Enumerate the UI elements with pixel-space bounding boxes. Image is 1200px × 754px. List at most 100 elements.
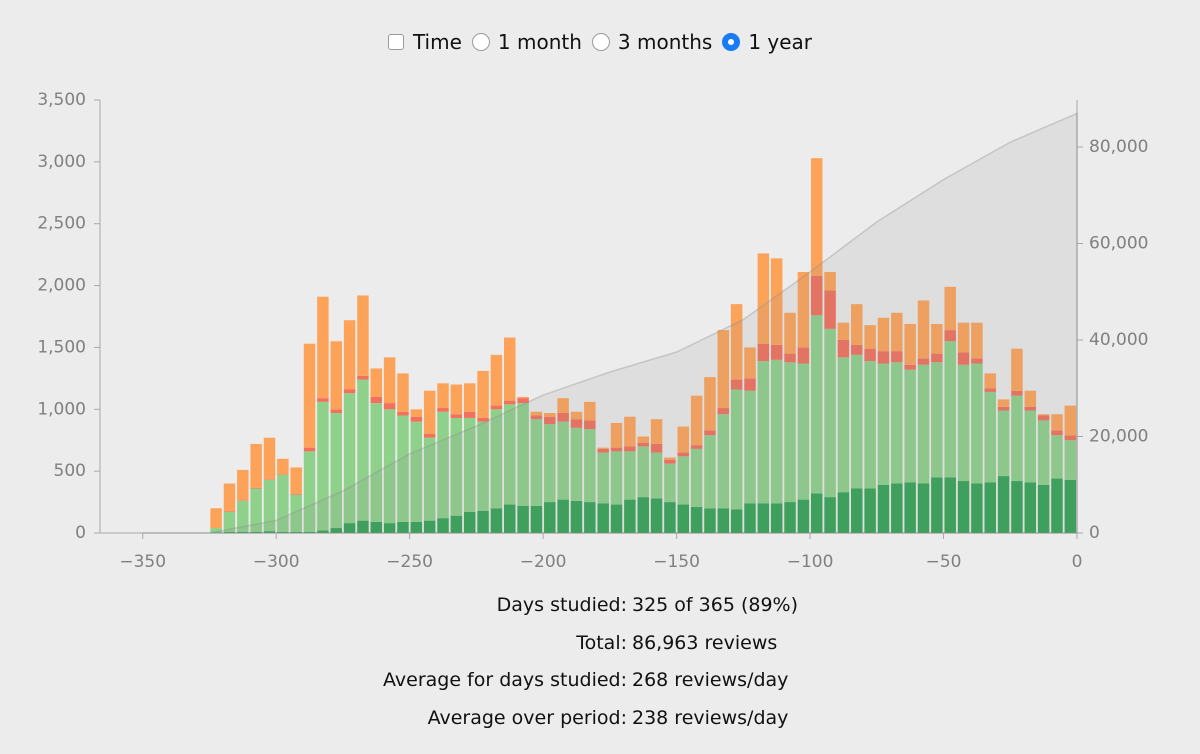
bar-segment <box>650 419 663 444</box>
bar-segment <box>517 398 529 404</box>
bar-segment <box>957 364 970 482</box>
bar-segment <box>330 409 342 413</box>
bar-segment <box>410 416 423 422</box>
bar-segment <box>851 304 863 345</box>
bar-segment <box>263 437 276 480</box>
bar-segment <box>357 295 369 376</box>
x-tick-label: 0 <box>1072 552 1083 572</box>
stat-row: Days studied: 325 of 365 (89%) <box>0 588 1200 626</box>
bar-segment <box>944 477 956 533</box>
bar-segment <box>557 398 569 413</box>
bar-segment <box>797 271 810 348</box>
bar-segment <box>997 476 1010 533</box>
bar-segment <box>744 503 756 533</box>
bar-segment <box>1051 430 1063 436</box>
bar-segment <box>423 520 436 533</box>
bar-segment <box>544 412 556 417</box>
bar-segment <box>397 415 409 522</box>
bar-segment <box>690 507 703 533</box>
bar-segment <box>891 362 903 484</box>
bar-segment <box>664 463 676 503</box>
bar-segment <box>784 502 796 533</box>
bar-segment <box>370 521 383 533</box>
range-option[interactable]: 1 year <box>722 30 812 54</box>
bar-segment <box>837 492 850 533</box>
bar-segment <box>423 434 436 438</box>
bar-segment <box>397 373 409 412</box>
radio-button[interactable] <box>471 33 490 51</box>
y-tick-label: 500 <box>54 461 86 481</box>
bar-segment <box>650 498 663 533</box>
bar-segment <box>504 400 516 405</box>
bar-segment <box>423 437 436 521</box>
bar-segment <box>504 337 516 401</box>
bar-segment <box>450 515 463 533</box>
bar-segment <box>317 530 329 533</box>
bar-segment <box>490 409 503 509</box>
bar-segment <box>650 443 663 453</box>
stat-value: 86,963 reviews <box>632 631 778 654</box>
bar-segment <box>664 457 676 461</box>
bar-segment <box>851 488 863 533</box>
bar-segment <box>1064 479 1077 533</box>
bar-segment <box>891 351 903 363</box>
bar-segment <box>517 403 529 506</box>
bar-segment <box>744 390 756 504</box>
bar-segment <box>357 520 369 533</box>
bar-segment <box>1051 435 1063 479</box>
bar-segment <box>624 446 636 452</box>
bar-segment <box>997 410 1010 477</box>
bar-segment <box>824 497 836 533</box>
range-option[interactable]: 3 months <box>591 30 712 54</box>
bar-segment <box>931 323 943 354</box>
bar-segment <box>984 388 996 392</box>
bar-segment <box>917 483 930 533</box>
x-tick-label: −250 <box>386 552 433 572</box>
bar-segment <box>303 451 316 532</box>
bar-segment <box>864 325 876 349</box>
bar-segment <box>704 508 716 533</box>
bar-segment <box>944 341 956 478</box>
bar-segment <box>303 447 316 452</box>
bar-segment <box>584 401 596 421</box>
bar-segment <box>277 474 289 532</box>
bar-segment <box>797 363 810 500</box>
range-option[interactable]: Time <box>387 30 462 54</box>
bar-segment <box>1024 390 1037 407</box>
bar-segment <box>1037 415 1050 421</box>
bar-segment <box>1011 481 1023 533</box>
range-option[interactable]: 1 month <box>471 30 582 54</box>
bar-segment <box>784 353 796 363</box>
bar-segment <box>357 379 369 521</box>
bar-segment <box>1051 478 1063 533</box>
bar-segment <box>397 521 409 533</box>
checkbox[interactable] <box>387 34 404 50</box>
bar-segment <box>984 482 996 533</box>
y2-tick-label: 40,000 <box>1089 330 1148 350</box>
bar-segment <box>317 401 329 531</box>
bar-segment <box>277 531 289 533</box>
bar-segment <box>637 436 649 443</box>
cumulative-area <box>142 112 1078 534</box>
radio-button[interactable] <box>722 33 741 51</box>
bar-segment <box>917 300 930 359</box>
bar-segment <box>597 503 609 533</box>
bar-segment <box>584 502 596 533</box>
option-label: Time <box>412 30 462 54</box>
bar-segment <box>1037 484 1050 533</box>
y2-tick-label: 80,000 <box>1089 137 1148 157</box>
bar-segment <box>1024 482 1037 533</box>
stat-label: Total: <box>576 631 627 654</box>
bar-segment <box>584 420 596 430</box>
bar-segment <box>437 411 449 519</box>
bar-segment <box>704 435 716 509</box>
bar-segment <box>677 452 690 457</box>
y-tick-label: 2,000 <box>37 276 86 296</box>
bar-segment <box>383 409 396 524</box>
stat-row: Average for days studied: 268 reviews/day <box>0 663 1200 701</box>
bar-segment <box>450 414 463 418</box>
bar-segment <box>917 358 930 365</box>
radio-button[interactable] <box>591 33 610 51</box>
bar-segment <box>463 511 476 533</box>
bar-segment <box>597 448 609 453</box>
